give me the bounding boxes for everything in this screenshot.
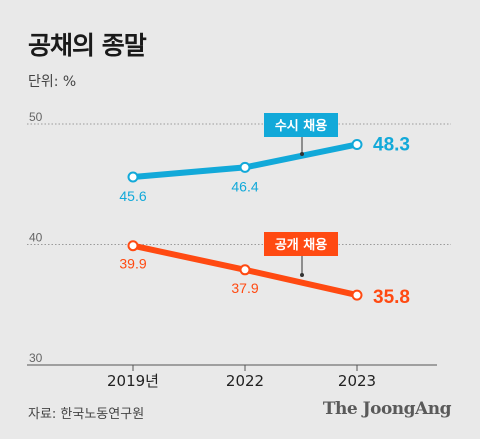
y-tick-label-40: 40 (29, 231, 43, 245)
x-tick-label-2: 2023 (338, 372, 376, 390)
data-label-1-0: 39.9 (119, 256, 146, 272)
legend-pointer-dot-0 (300, 152, 304, 156)
source-label: 자료: 한국노동연구원 (28, 407, 145, 422)
legend-label-1: 공개 채용 (275, 237, 327, 253)
data-label-1-2: 35.8 (373, 287, 410, 308)
data-point-0-2 (351, 138, 363, 150)
legend-pointer-dot-1 (300, 273, 304, 277)
data-point-0-0 (127, 171, 139, 183)
x-tick-label-1: 2022 (226, 372, 264, 390)
data-label-0-1: 46.4 (231, 178, 258, 194)
y-tick-label-30: 30 (29, 351, 43, 365)
data-point-1-1 (239, 264, 251, 276)
chart-title: 공채의 종말 (28, 31, 147, 60)
x-tick-label-0: 2019년 (107, 372, 159, 390)
legend-box-1 (264, 232, 338, 256)
brand-logo: The JoongAng (322, 399, 452, 419)
data-label-1-1: 37.9 (231, 280, 258, 296)
y-tick-label-50: 50 (29, 110, 43, 124)
legend-label-0: 수시 채용 (275, 118, 327, 134)
unit-label: 단위: % (28, 74, 77, 90)
data-point-0-1 (239, 161, 251, 173)
legend-box-0 (264, 113, 338, 137)
data-point-1-0 (127, 240, 139, 252)
data-point-1-2 (351, 289, 363, 301)
data-label-0-0: 45.6 (119, 188, 146, 204)
data-label-0-2: 48.3 (373, 134, 410, 155)
